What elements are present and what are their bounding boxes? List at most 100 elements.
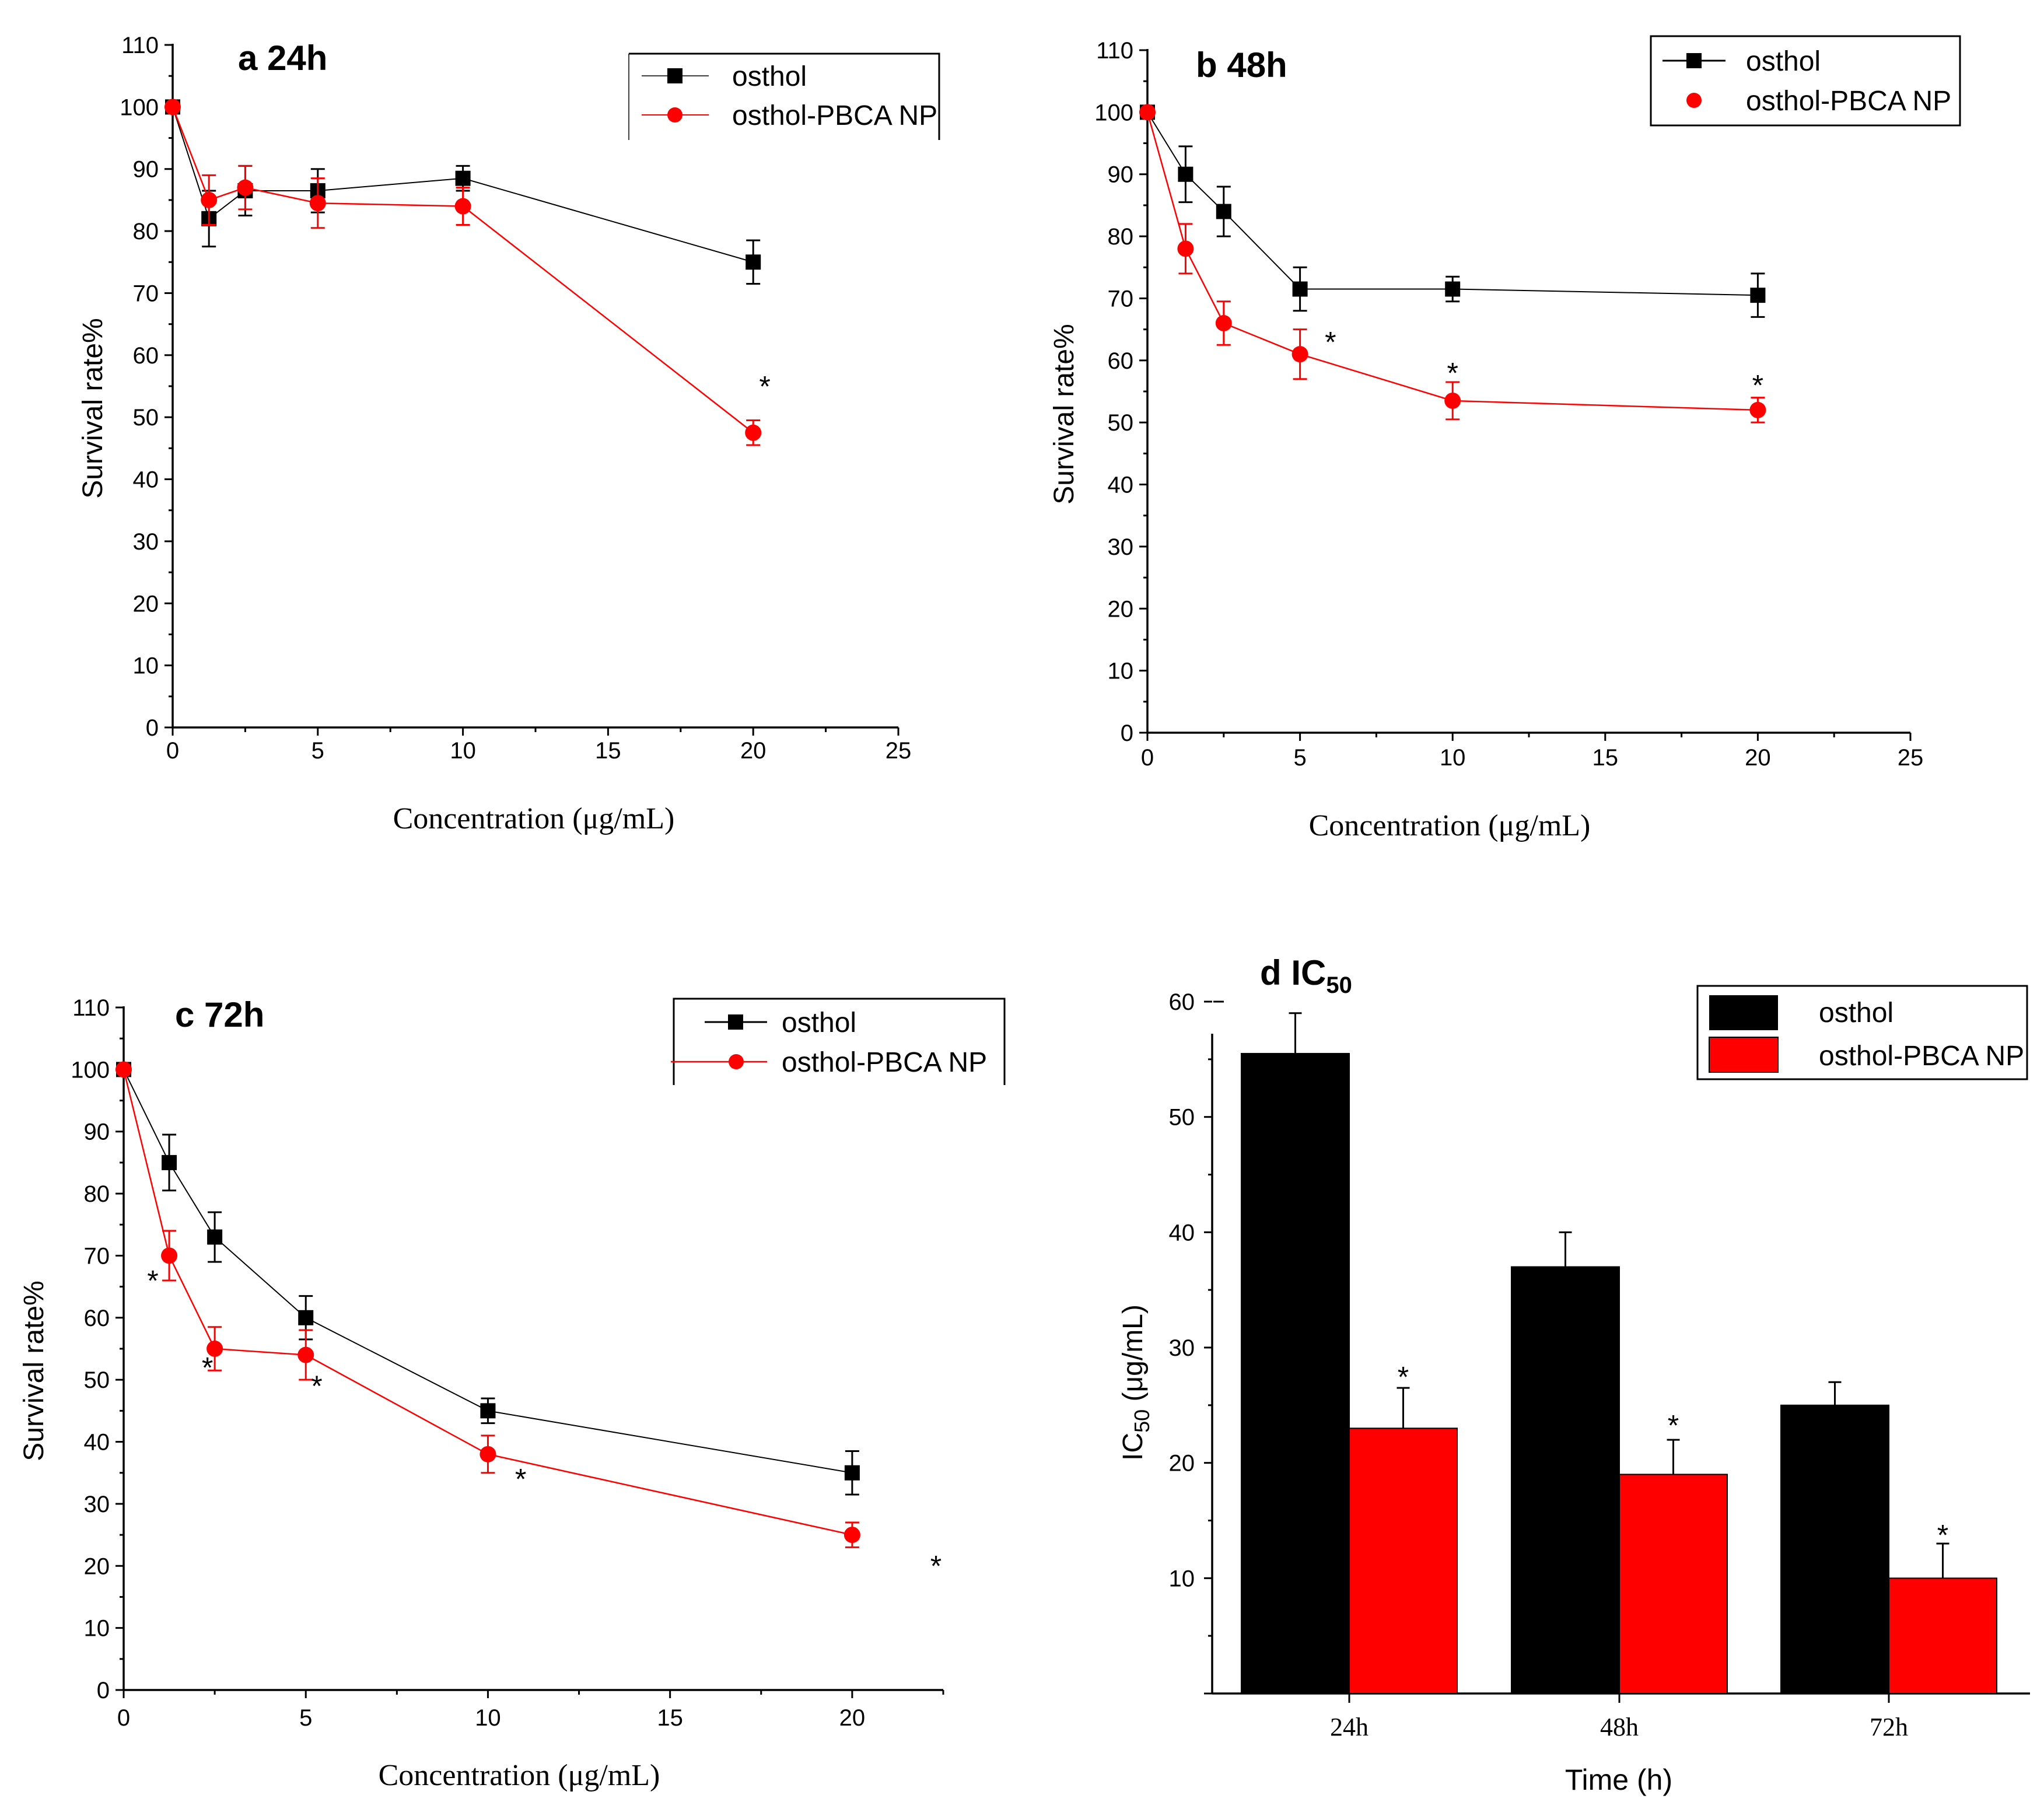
panel-d-ic50: d IC50 IC50 (μg/mL) Time (h) osthol osth… xyxy=(1118,953,2030,1796)
panel-c-y-tick-label: 50 xyxy=(84,1367,110,1393)
panel-c-x-tick-label: 15 xyxy=(657,1705,683,1731)
panel-b-series-np xyxy=(1139,104,1766,424)
panel-a-y-tick-label: 60 xyxy=(133,343,159,369)
panel-b-x-title: Concentration (μg/mL) xyxy=(1309,809,1591,842)
panel-c-y-tick-label: 100 xyxy=(71,1057,110,1083)
panel-a-significance-star: * xyxy=(759,370,770,403)
panel-a-x-tick-label: 10 xyxy=(450,738,476,764)
legend-label-np: osthol-PBCA NP xyxy=(732,100,937,131)
panel-b-x-tick-label: 25 xyxy=(1898,745,1924,771)
panel-c-x-tick-label: 10 xyxy=(475,1705,501,1731)
panel-c-axes: 0 10 20 30 40 50 60 70 80 90 100 110 0 5 10 15 20 xyxy=(71,995,944,1731)
panel-c-series-line xyxy=(123,1069,853,1536)
panel-d-x-tick-label: 72h xyxy=(1870,1713,1908,1741)
panel-a-y-tick-label: 90 xyxy=(133,157,159,183)
panel-d-bar-osthol xyxy=(1511,1266,1620,1694)
legend-marker-osthol xyxy=(667,68,682,83)
panel-c-x-tick-label: 0 xyxy=(117,1705,130,1731)
legend-label-np: osthol-PBCA NP xyxy=(1819,1041,2024,1072)
panel-b-data-point xyxy=(1750,288,1766,303)
panel-b-x-tick-label: 5 xyxy=(1293,745,1306,771)
panel-c-legend: osthol osthol-PBCA NP xyxy=(671,998,1006,1085)
panel-b-data-point xyxy=(1216,204,1231,219)
panel-b-series-line xyxy=(1147,111,1758,296)
legend-box xyxy=(1696,985,2028,1080)
panel-c-y-tick-label: 40 xyxy=(84,1430,110,1455)
panel-c-data-point xyxy=(298,1310,314,1325)
panel-c-y-tick-label: 60 xyxy=(84,1306,110,1331)
panel-b-y-tick-label: 80 xyxy=(1108,224,1134,250)
panel-d-y-tick-label: 40 xyxy=(1169,1220,1195,1245)
panel-a-x-tick-label: 20 xyxy=(740,738,766,764)
panel-a-data-point xyxy=(309,195,326,212)
panel-d-y-title: IC50 (μg/mL) xyxy=(1118,1304,1154,1461)
panel-a-y-tick-label: 50 xyxy=(133,405,159,431)
panel-b-y-tick-label: 100 xyxy=(1094,100,1133,125)
panel-b-y-tick-label: 30 xyxy=(1108,534,1134,560)
panel-b-y-tick-label: 20 xyxy=(1108,596,1134,622)
panel-b-y-tick-label: 10 xyxy=(1108,659,1134,684)
panel-d-y-tick-label: 60 xyxy=(1169,989,1195,1015)
panel-a-data-point xyxy=(745,424,762,441)
panel-b-x-tick-label: 0 xyxy=(1141,745,1154,771)
panel-d-significance-star: * xyxy=(1398,1361,1409,1394)
panel-c-data-point xyxy=(116,1061,132,1078)
panel-c-data-point xyxy=(844,1465,860,1481)
panel-a-data-point xyxy=(237,179,254,196)
panel-a-data-point xyxy=(746,254,761,270)
panel-d-bar-osthol xyxy=(1780,1404,1889,1694)
panel-c-significance-star: * xyxy=(311,1370,322,1402)
panel-b-data-point xyxy=(1749,401,1766,418)
panel-d-group-48h: 48h xyxy=(1511,1231,1728,1741)
panel-a-y-tick-label: 110 xyxy=(121,33,159,58)
legend-label-osthol: osthol xyxy=(732,61,807,92)
panel-d-bar-np xyxy=(1349,1427,1458,1695)
panel-d-bar-osthol xyxy=(1241,1052,1350,1694)
panel-b-y-title: Survival rate% xyxy=(1049,324,1080,504)
panel-c-data-point xyxy=(480,1403,496,1419)
legend-marker-osthol xyxy=(1686,53,1702,68)
panel-c-series-np xyxy=(116,1061,860,1548)
panel-c-title: c 72h xyxy=(175,995,264,1034)
panel-c-x-tick-label: 5 xyxy=(299,1705,312,1731)
legend-swatch-np xyxy=(1709,1037,1779,1073)
panel-a-data-point xyxy=(201,191,218,208)
panel-a-x-tick-label: 15 xyxy=(595,738,621,764)
panel-c-y-tick-label: 30 xyxy=(84,1492,110,1517)
panel-a-y-title: Survival rate% xyxy=(78,318,108,498)
panel-a-data-point xyxy=(455,170,471,186)
legend-label-osthol: osthol xyxy=(1746,46,1821,77)
panel-d-significance-star: * xyxy=(1668,1409,1679,1442)
legend-marker-np xyxy=(1686,93,1702,108)
legend-marker-np xyxy=(667,107,682,123)
panel-d-group-24h: 24h xyxy=(1241,1012,1458,1741)
panel-b-y-tick-label: 110 xyxy=(1096,38,1133,64)
panel-b-y-tick-label: 50 xyxy=(1108,410,1134,436)
panel-a-title: a 24h xyxy=(238,39,327,78)
panel-d-y-title-main: IC xyxy=(1118,1433,1149,1461)
panel-c-y-tick-label: 80 xyxy=(84,1181,110,1207)
legend-label-osthol: osthol xyxy=(1819,998,1894,1028)
panel-b-axes: 0 10 20 30 40 50 60 70 80 90 100 110 0 5 10 15 20 25 xyxy=(1094,38,1923,771)
panel-d-title-main: d IC xyxy=(1260,953,1326,992)
panel-a-x-tick-label: 5 xyxy=(312,738,324,764)
panel-a-x-tick-label: 0 xyxy=(166,738,179,764)
panel-a-y-tick-label: 20 xyxy=(133,591,159,617)
panel-b-data-point xyxy=(1444,392,1461,409)
legend-label-np: osthol-PBCA NP xyxy=(782,1047,987,1078)
panel-c-data-point xyxy=(298,1346,314,1363)
panel-b-y-tick-label: 40 xyxy=(1108,473,1134,498)
panel-c-x-title: Concentration (μg/mL) xyxy=(379,1759,660,1792)
panel-d-y-tick-label: 30 xyxy=(1169,1335,1195,1361)
panel-b-y-tick-label: 90 xyxy=(1108,162,1134,188)
panel-b-data-point xyxy=(1292,346,1308,363)
panel-a-x-tick-label: 25 xyxy=(886,738,912,764)
panel-c-series-line xyxy=(123,1069,853,1474)
panel-b-y-tick-label: 60 xyxy=(1108,348,1134,374)
panel-a-y-tick-label: 10 xyxy=(133,653,159,679)
panel-b-legend: osthol osthol-PBCA NP xyxy=(1650,35,1961,127)
panel-c-data-point xyxy=(844,1527,860,1544)
panel-b-x-tick-label: 15 xyxy=(1592,745,1619,771)
panel-c-72h: c 72h Survival rate% Concentration (μg/m… xyxy=(19,995,1006,1792)
panel-d-x-tick-label: 24h xyxy=(1330,1713,1368,1741)
